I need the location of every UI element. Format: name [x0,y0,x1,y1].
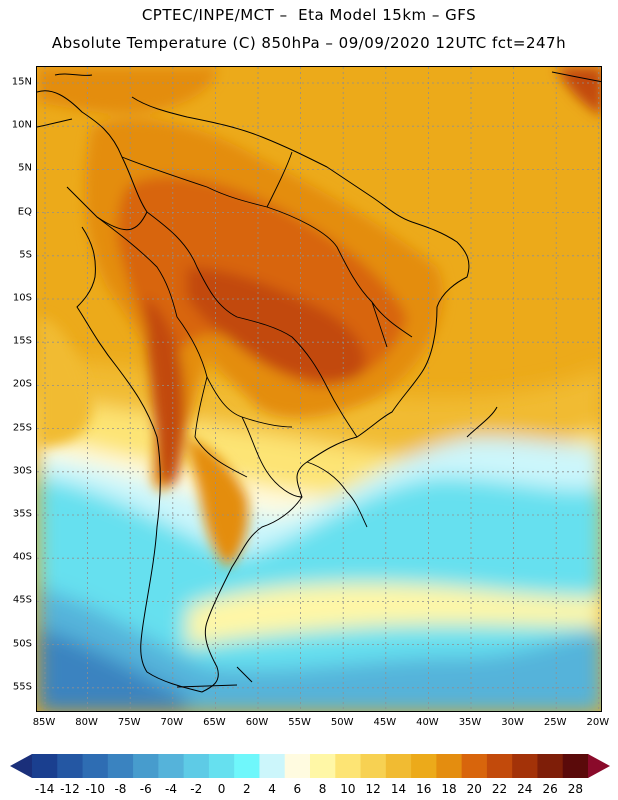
colorbar-swatch [562,754,589,778]
lat-label: 40S [12,551,32,563]
lat-label: 25S [12,422,32,434]
colorbar-swatch [57,754,84,778]
colorbar-label: 18 [441,782,457,796]
colorbar-swatch [360,754,387,778]
colorbar-high-arrow [588,754,610,778]
colorbar-swatch [284,754,311,778]
colorbar-swatch [335,754,362,778]
colorbar-label: -14 [34,782,55,796]
chart-title-line1: CPTEC/INPE/MCT – Eta Model 15km – GFS [141,6,477,24]
lat-label: 5S [19,249,32,261]
lat-label: 5N [18,162,32,174]
colorbar-swatch [82,754,109,778]
colorbar-label: -10 [85,782,105,796]
colorbar-label: -4 [165,782,177,796]
chart-title-line2: Absolute Temperature (C) 850hPa – 09/09/… [51,34,567,52]
colorbar-label: 10 [340,782,356,796]
colorbar-swatch [208,754,235,778]
lat-label: 35S [12,508,32,520]
colorbar-label: -2 [190,782,203,796]
lat-label: 15N [11,76,32,88]
lon-label: 30W [501,717,524,728]
lat-label: 50S [12,638,32,650]
lat-label: 55S [12,681,32,693]
lon-label: 50W [330,717,354,728]
colorbar-swatch [512,754,538,778]
lon-label: 75W [117,717,141,728]
colorbar-label: 6 [293,782,302,796]
colorbar-label: 16 [416,782,432,796]
colorbar-swatch [486,754,513,778]
colorbar-label: 28 [567,782,583,796]
lat-label: 20S [12,378,32,390]
colorbar-swatch [385,754,412,778]
country-borders [96,151,413,528]
field-band-0 [37,587,601,711]
lon-label: 25W [543,717,567,728]
colorbar-swatch [259,754,286,778]
field-band-neg4 [37,627,187,711]
lon-label: 55W [288,717,311,728]
colorbar-label: 24 [517,782,533,796]
colorbar-swatch [133,754,159,778]
lon-label: 45W [373,717,397,728]
lon-label: 85W [32,717,56,728]
colorbar-label: 20 [466,782,482,796]
field-continent-24 [187,267,365,381]
lon-label: 70W [160,717,184,728]
colorbar [10,754,610,778]
colorbar-label: -8 [114,782,127,796]
lon-label: 65W [203,717,226,728]
field-andes-warm [145,297,185,486]
colorbar-swatch [107,754,134,778]
colorbar-low-arrow [10,754,32,778]
colorbar-label: 8 [318,782,327,796]
lon-label: 60W [245,717,269,728]
colorbar-swatch [158,754,185,778]
lat-label: EQ [17,206,32,218]
colorbar-swatch [310,754,336,778]
lat-label: 45S [12,594,32,606]
colorbar-swatch [411,754,437,778]
lat-label: 10S [12,292,32,304]
colorbar-swatch [183,754,210,778]
colorbar-label: 0 [217,782,226,796]
field-patagonia-warm [187,437,249,567]
lat-label: 15S [12,335,32,347]
colorbar-swatch [436,754,463,778]
colorbar-label: 14 [390,782,407,796]
lon-label: 40W [416,717,439,728]
lon-label: 35W [458,717,482,728]
colorbar-label: 12 [365,782,381,796]
colorbar-label: 26 [542,782,558,796]
field-pacific-light [37,317,93,447]
colorbar-label: 4 [268,782,276,796]
colorbar-label: -6 [139,782,152,796]
colorbar-swatch [461,754,488,778]
colorbar-swatch [537,754,564,778]
lat-label: 10N [11,119,32,131]
temperature-map[interactable] [36,66,602,712]
graticule [37,67,601,711]
colorbar-label: 22 [491,782,508,796]
field-north-warm [37,67,217,114]
lon-label: 80W [75,717,98,728]
colorbar-label: 2 [242,782,251,796]
colorbar-swatch [32,754,58,778]
colorbar-swatch [234,754,260,778]
lat-label: 30S [12,465,32,477]
field-warm-band-south [187,583,601,647]
coastline [37,71,601,693]
colorbar-label: -12 [60,782,80,796]
lon-label: 20W [586,717,610,728]
